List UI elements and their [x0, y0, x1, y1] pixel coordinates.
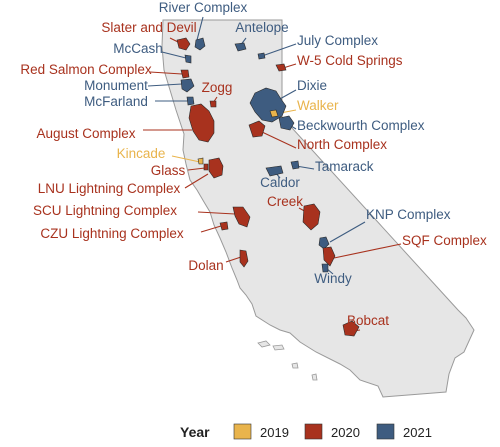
- w-5-cold-springs-fire-perimeter: [275, 63, 287, 72]
- w-5-cold-springs-label: W-5 Cold Springs: [297, 53, 403, 68]
- kincade-label: Kincade: [117, 146, 166, 161]
- czu-lightning-complex-leader-line: [200, 225, 222, 233]
- north-complex-label: North Complex: [297, 137, 387, 152]
- tamarack-label: Tamarack: [315, 159, 374, 174]
- river-complex-leader-line: [196, 16, 204, 41]
- scu-lightning-complex-leader-line: [197, 211, 236, 215]
- monument-leader-line: [147, 83, 183, 87]
- beckwourth-complex-label: Beckwourth Complex: [297, 118, 425, 133]
- lnu-lightning-complex-fire-perimeter: [208, 157, 224, 179]
- august-complex-label: August Complex: [36, 126, 135, 141]
- windy-fire-perimeter: [321, 263, 329, 273]
- lnu-lightning-complex-label: LNU Lightning Complex: [38, 181, 181, 196]
- sqf-complex-leader-line: [333, 243, 402, 259]
- windy-label: Windy: [314, 271, 352, 286]
- creek-label: Creek: [267, 194, 303, 209]
- legend-label-2020: 2020: [331, 425, 360, 440]
- bobcat-fire-perimeter: [342, 320, 360, 337]
- knp-complex-fire-perimeter: [318, 236, 330, 250]
- mcfarland-label: McFarland: [84, 94, 148, 109]
- lnu-lightning-complex-leader-line: [184, 173, 209, 189]
- knp-complex-leader-line: [329, 221, 366, 243]
- north-complex-fire-perimeter: [248, 120, 266, 138]
- tamarack-fire-perimeter: [290, 160, 300, 170]
- mccash-label: McCash: [113, 41, 163, 56]
- slater-and-devil-fire-perimeter: [176, 37, 191, 51]
- monument-fire-perimeter: [180, 78, 195, 93]
- czu-lightning-complex-fire-perimeter: [219, 221, 229, 231]
- sqf-complex-label: SQF Complex: [402, 233, 487, 248]
- knp-complex-label: KNP Complex: [366, 207, 451, 222]
- mccash-fire-perimeter: [184, 54, 192, 64]
- red-salmon-complex-leader-line: [149, 71, 183, 75]
- legend-label-2021: 2021: [403, 425, 432, 440]
- slater-and-devil-label: Slater and Devil: [101, 20, 196, 35]
- antelope-fire-perimeter: [234, 42, 247, 52]
- glass-fire-perimeter: [203, 163, 209, 171]
- zogg-label: Zogg: [202, 80, 233, 95]
- legend-title: Year: [180, 424, 210, 440]
- dolan-leader-line: [225, 256, 242, 263]
- july-complex-label: July Complex: [297, 33, 378, 48]
- bobcat-label: Bobcat: [347, 313, 389, 328]
- july-complex-leader-line: [261, 43, 297, 57]
- zogg-fire-perimeter: [209, 100, 217, 108]
- channel-island: [257, 340, 271, 348]
- caldor-fire-perimeter: [265, 165, 284, 177]
- caldor-label: Caldor: [260, 175, 300, 190]
- sqf-complex-fire-perimeter: [322, 246, 336, 267]
- beckwourth-complex-fire-perimeter: [278, 115, 295, 131]
- legend-swatch-2019: [233, 423, 252, 440]
- walker-fire-perimeter: [269, 109, 279, 118]
- north-complex-leader-line: [261, 131, 297, 149]
- dolan-fire-perimeter: [239, 249, 249, 268]
- antelope-label: Antelope: [235, 20, 288, 35]
- creek-fire-perimeter: [302, 203, 321, 231]
- glass-leader-line: [187, 167, 206, 171]
- august-complex-fire-perimeter: [188, 103, 215, 143]
- mccash-leader-line: [161, 51, 187, 59]
- kincade-leader-line: [171, 155, 201, 163]
- czu-lightning-complex-label: CZU Lightning Complex: [40, 226, 184, 241]
- scu-lightning-complex-fire-perimeter: [232, 206, 251, 228]
- dolan-label: Dolan: [188, 258, 223, 273]
- legend-swatch-2021: [376, 423, 395, 440]
- legend-swatch-2020: [304, 423, 323, 440]
- kincade-fire-perimeter: [197, 157, 204, 165]
- channel-island: [272, 344, 285, 351]
- scu-lightning-complex-label: SCU Lightning Complex: [33, 203, 177, 218]
- dixie-leader-line: [277, 89, 297, 101]
- channel-island: [311, 373, 318, 381]
- walker-label: Walker: [297, 98, 339, 113]
- channel-island: [291, 362, 299, 369]
- red-salmon-complex-label: Red Salmon Complex: [20, 62, 152, 77]
- legend-label-2019: 2019: [260, 425, 289, 440]
- mcfarland-fire-perimeter: [186, 96, 195, 106]
- dixie-label: Dixie: [297, 78, 327, 93]
- monument-label: Monument: [84, 78, 148, 93]
- river-complex-label: River Complex: [159, 0, 248, 15]
- july-complex-fire-perimeter: [257, 52, 266, 60]
- red-salmon-complex-fire-perimeter: [180, 69, 190, 79]
- river-complex-fire-perimeter: [194, 37, 206, 51]
- glass-label: Glass: [151, 163, 186, 178]
